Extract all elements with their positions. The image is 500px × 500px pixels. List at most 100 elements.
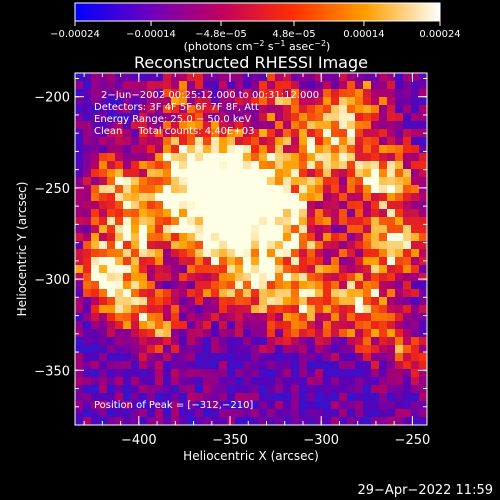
heatmap-cell: [195, 265, 204, 274]
heatmap-cell: [347, 257, 356, 266]
heatmap-cell: [163, 393, 172, 402]
colorbar-unit-label: (photons cm−2 s−1 asec−2): [184, 39, 331, 54]
heatmap-cell: [123, 337, 132, 346]
heatmap-cell: [347, 209, 356, 218]
heatmap-cell: [403, 289, 412, 298]
heatmap-cell: [323, 89, 332, 98]
heatmap-cell: [75, 113, 84, 122]
heatmap-cell: [211, 105, 220, 114]
heatmap-cell: [323, 385, 332, 394]
heatmap-cell: [91, 321, 100, 330]
heatmap-cell: [379, 313, 388, 322]
heatmap-cell: [387, 193, 396, 202]
heatmap-cell: [395, 185, 404, 194]
heatmap-cell: [291, 241, 300, 250]
heatmap-cell: [347, 161, 356, 170]
heatmap-cell: [267, 209, 276, 218]
heatmap-cell: [243, 217, 252, 226]
heatmap-cell: [323, 217, 332, 226]
heatmap-cell: [131, 233, 140, 242]
heatmap-cell: [179, 289, 188, 298]
heatmap-cell: [203, 337, 212, 346]
heatmap-cell: [403, 81, 412, 90]
heatmap-cell: [355, 81, 364, 90]
heatmap-cell: [171, 297, 180, 306]
heatmap-cell: [323, 225, 332, 234]
heatmap-cell: [315, 321, 324, 330]
heatmap-cell: [323, 233, 332, 242]
heatmap-cell: [211, 209, 220, 218]
heatmap-cell: [131, 97, 140, 106]
heatmap-cell: [155, 233, 164, 242]
heatmap-cell: [323, 265, 332, 274]
heatmap-cell: [91, 81, 100, 90]
heatmap-cell: [115, 353, 124, 362]
heatmap-cell: [339, 121, 348, 130]
heatmap-cell: [195, 129, 204, 138]
heatmap-cell: [395, 153, 404, 162]
heatmap-cell: [227, 161, 236, 170]
y-tick-label: −300: [34, 273, 70, 288]
heatmap-cell: [179, 185, 188, 194]
heatmap-cell: [147, 361, 156, 370]
heatmap-cell: [75, 337, 84, 346]
heatmap-cell: [251, 209, 260, 218]
heatmap-cell: [235, 193, 244, 202]
heatmap-cell: [339, 193, 348, 202]
heatmap-cell: [211, 225, 220, 234]
heatmap-cell: [291, 385, 300, 394]
heatmap-cell: [147, 185, 156, 194]
heatmap-cell: [251, 137, 260, 146]
heatmap-cells: [75, 73, 428, 426]
heatmap-cell: [299, 329, 308, 338]
x-tick-label: −300: [303, 433, 339, 448]
heatmap-cell: [147, 385, 156, 394]
heatmap-cell: [331, 369, 340, 378]
heatmap-cell: [163, 161, 172, 170]
heatmap-cell: [355, 257, 364, 266]
heatmap-cell: [363, 273, 372, 282]
heatmap-cell: [379, 105, 388, 114]
heatmap-cell: [107, 193, 116, 202]
heatmap-cell: [307, 401, 316, 410]
heatmap-cell: [267, 353, 276, 362]
heatmap-cell: [187, 297, 196, 306]
heatmap-cell: [267, 169, 276, 178]
heatmap-cell: [211, 89, 220, 98]
heatmap-cell: [147, 105, 156, 114]
heatmap-cell: [83, 377, 92, 386]
heatmap-cell: [187, 121, 196, 130]
heatmap-cell: [227, 137, 236, 146]
heatmap-cell: [243, 113, 252, 122]
heatmap-cell: [203, 201, 212, 210]
heatmap-cell: [83, 241, 92, 250]
heatmap-cell: [387, 177, 396, 186]
heatmap-cell: [99, 385, 108, 394]
heatmap-cell: [331, 185, 340, 194]
heatmap-cell: [251, 281, 260, 290]
heatmap-cell: [187, 305, 196, 314]
heatmap-cell: [123, 265, 132, 274]
heatmap-cell: [315, 353, 324, 362]
heatmap-cell: [291, 273, 300, 282]
heatmap-cell: [171, 121, 180, 130]
heatmap-cell: [187, 281, 196, 290]
heatmap-cell: [75, 217, 84, 226]
heatmap-cell: [299, 289, 308, 298]
heatmap-cell: [291, 265, 300, 274]
heatmap-cell: [347, 289, 356, 298]
heatmap-cell: [379, 337, 388, 346]
heatmap-cell: [315, 241, 324, 250]
heatmap-cell: [395, 201, 404, 210]
heatmap-cell: [307, 105, 316, 114]
heatmap-cell: [259, 289, 268, 298]
heatmap-cell: [331, 217, 340, 226]
heatmap-cell: [251, 113, 260, 122]
heatmap-cell: [203, 105, 212, 114]
heatmap-cell: [235, 353, 244, 362]
heatmap-cell: [227, 121, 236, 130]
heatmap-cell: [307, 201, 316, 210]
heatmap-cell: [75, 353, 84, 362]
heatmap-cell: [91, 289, 100, 298]
heatmap-cell: [235, 121, 244, 130]
